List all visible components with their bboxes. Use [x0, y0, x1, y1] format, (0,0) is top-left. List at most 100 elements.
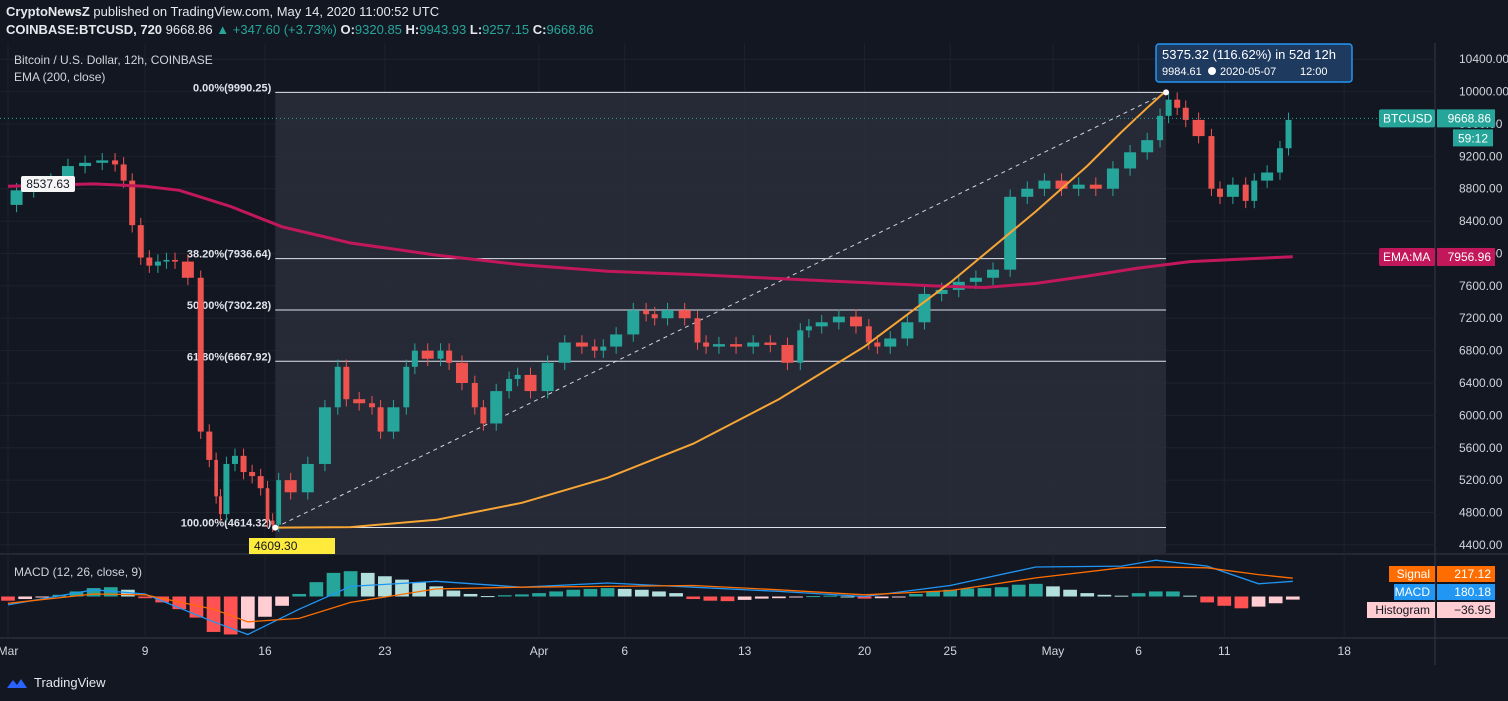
candle-body [600, 346, 607, 351]
y-tick-label: 7600.00 [1459, 279, 1503, 293]
btcusd-tag-name-bg [1379, 109, 1435, 128]
candle-body [764, 342, 777, 345]
y-tick-label: 5600.00 [1459, 441, 1503, 455]
x-tick-label: 18 [1338, 644, 1352, 658]
y-tick-label: 9200.00 [1459, 149, 1503, 163]
histogram-bar [1234, 596, 1249, 609]
left-label-bg [21, 176, 75, 192]
signal-line [7, 566, 1293, 623]
y-tick-label: 8800.00 [1459, 182, 1503, 196]
x-tick-label: 20 [858, 644, 872, 658]
candle-body [1038, 180, 1051, 189]
tradingview-brand: TradingView [34, 675, 106, 690]
candle-body [112, 160, 119, 165]
candle-body [935, 289, 948, 294]
candle-body [987, 269, 1000, 278]
candle-body [79, 162, 92, 167]
y-tick-label: 6000.00 [1459, 408, 1503, 422]
btcusd-tag-value-bg [1437, 109, 1495, 128]
price-change: +347.60 (+3.73%) [232, 22, 337, 37]
left-label: 8537.63 [26, 177, 70, 191]
candle-body [377, 407, 384, 432]
histogram-bar [737, 596, 752, 600]
histogram-bar [549, 591, 564, 597]
histogram-bar [1166, 591, 1180, 597]
up-triangle-icon: ▲ [216, 22, 230, 37]
candle-body [797, 330, 804, 363]
close-value: 9668.86 [546, 22, 594, 37]
histogram-bar [1046, 586, 1060, 597]
candle-body [223, 463, 230, 515]
candle-body [506, 378, 513, 392]
candle-body [480, 407, 487, 424]
candle-body [805, 326, 812, 331]
anchor-point [1163, 89, 1170, 96]
btcusd-tag-name: BTCUSD [1383, 111, 1433, 125]
candle-body [411, 350, 418, 367]
candle-body [747, 342, 760, 347]
histogram-bar [480, 596, 495, 598]
candle-body [694, 318, 701, 343]
publish-info: CryptoNewsZ published on TradingView.com… [6, 4, 439, 19]
histogram-bar [806, 596, 821, 598]
histogram-bar [1217, 596, 1232, 606]
candle-body [969, 277, 982, 282]
macd-legend[interactable]: MACD (12, 26, close, 9) [14, 565, 143, 579]
candle-body [1141, 140, 1154, 153]
candle-body [249, 472, 256, 477]
candle-body [678, 310, 691, 319]
x-tick-label: 16 [258, 644, 272, 658]
candle-body [730, 344, 743, 347]
histogram-tag-name: Histogram [1375, 603, 1430, 617]
fib-level-label: 61.80%(6667.92) [187, 351, 272, 363]
histogram-bar [617, 588, 632, 597]
candle-body [918, 293, 931, 323]
histogram-tag-value-bg [1437, 602, 1495, 618]
symbol-label: COINBASE:BTCUSD, 720 [6, 22, 166, 37]
histogram-tag-name-bg [1367, 602, 1435, 618]
y-tick-label: 4400.00 [1459, 538, 1503, 552]
histogram-bar [1097, 594, 1112, 597]
histogram-bar [343, 571, 358, 597]
low-label: 4609.30 [254, 539, 298, 553]
candle-body [10, 190, 23, 205]
candle-body [334, 366, 341, 408]
y-tick-label: 8400.00 [1459, 214, 1503, 228]
histogram-bar [1011, 584, 1026, 597]
histogram-bar [360, 572, 375, 597]
candle-body [421, 350, 434, 359]
ohlc-bar: COINBASE:BTCUSD, 720 9668.86 ▲ +347.60 (… [6, 22, 594, 37]
histogram-bar [669, 593, 683, 597]
candle-body [437, 350, 444, 359]
candle-body [661, 310, 674, 319]
candle-body [1055, 180, 1068, 189]
candle-body [96, 160, 109, 163]
candle-body [1285, 119, 1292, 149]
ema-legend[interactable]: EMA (200, close) [14, 70, 106, 84]
tradingview-icon [7, 678, 27, 688]
histogram-bar [1114, 595, 1129, 597]
candle-body [206, 431, 213, 460]
low-label-bg [249, 538, 335, 554]
histogram-bar [583, 588, 598, 597]
histogram-bar [1148, 591, 1163, 597]
histogram-bar [378, 576, 392, 597]
y-tick-label: 6800.00 [1459, 344, 1503, 358]
open-label: O: [340, 22, 355, 37]
candle-body [1021, 188, 1034, 197]
histogram-bar [857, 596, 872, 599]
tradingview-logo[interactable]: TradingView [6, 675, 106, 690]
candle-body [541, 362, 554, 392]
histogram-bar [292, 593, 307, 597]
candle-body [610, 334, 623, 347]
candle-body [137, 225, 144, 258]
histogram-bar [155, 596, 170, 603]
macd-tag-value-bg [1437, 584, 1495, 600]
candle-body [575, 342, 588, 347]
y-tick-label: 4800.00 [1459, 506, 1503, 520]
candle-body [197, 277, 204, 432]
candle-body [257, 476, 264, 489]
close-label: C: [532, 22, 547, 37]
histogram-bar [515, 594, 529, 597]
